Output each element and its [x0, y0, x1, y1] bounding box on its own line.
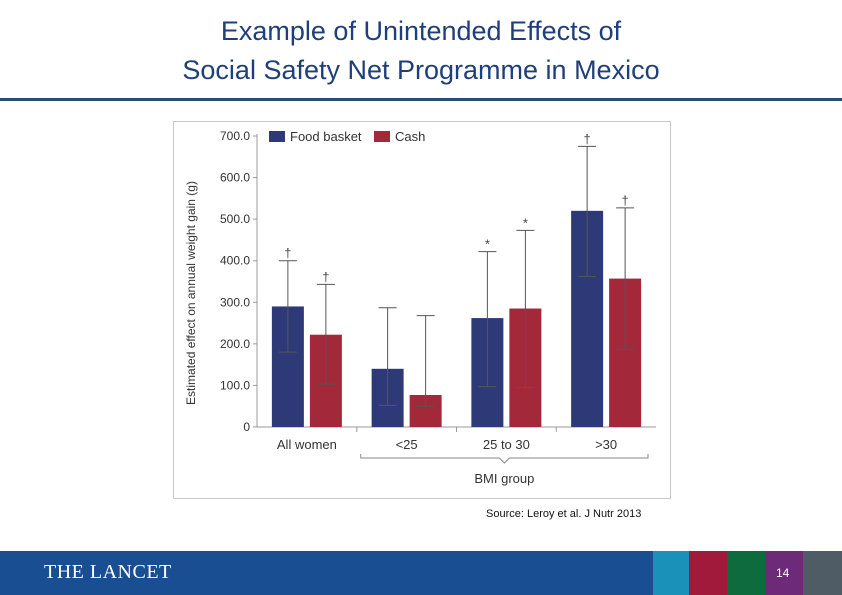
slide-title-line-2: Social Safety Net Programme in Mexico	[182, 55, 660, 85]
significance-marker: †	[322, 269, 329, 284]
lancet-logo: THE LANCET	[44, 561, 172, 583]
significance-marker: †	[622, 193, 629, 208]
y-tick-label: 500.0	[220, 212, 250, 226]
y-tick-label: 200.0	[220, 337, 250, 351]
footer-color-block-5	[803, 551, 842, 595]
y-tick-label: 0	[243, 420, 250, 434]
footer-color-block-2	[689, 551, 727, 595]
x-tick-label: >30	[595, 437, 617, 452]
slide-title-line-1: Example of Unintended Effects of	[220, 16, 622, 46]
footer-color-block-1	[653, 551, 689, 595]
y-tick-label: 700.0	[220, 129, 250, 143]
legend-swatch-food-basket	[269, 131, 285, 142]
footer-color-block-4	[765, 551, 803, 595]
x-tick-label: 25 to 30	[483, 437, 530, 452]
y-tick-label: 400.0	[220, 254, 250, 268]
legend-label-cash: Cash	[395, 129, 425, 144]
y-axis-label: Estimated effect on annual weight gain (…	[184, 181, 198, 405]
slide-title: Example of Unintended Effects of Social …	[0, 12, 842, 90]
significance-marker: *	[523, 215, 528, 230]
y-tick-label: 100.0	[220, 378, 250, 392]
bmi-group-bracket	[360, 454, 649, 464]
significance-marker: †	[284, 246, 291, 261]
x-tick-label: <25	[396, 437, 418, 452]
title-divider	[0, 98, 842, 101]
significance-marker: †	[584, 131, 591, 146]
y-tick-label: 600.0	[220, 171, 250, 185]
significance-marker: *	[485, 237, 490, 252]
footer-color-block-3	[727, 551, 765, 595]
page-number: 14	[776, 566, 790, 580]
bar-chart: Estimated effect on annual weight gain (…	[184, 129, 656, 486]
y-tick-label: 300.0	[220, 295, 250, 309]
source-citation: Source: Leroy et al. J Nutr 2013	[486, 508, 642, 520]
legend-label-food-basket: Food basket	[290, 129, 362, 144]
x-axis-label: BMI group	[474, 471, 534, 486]
legend-swatch-cash	[374, 131, 390, 142]
x-tick-label: All women	[277, 437, 337, 452]
